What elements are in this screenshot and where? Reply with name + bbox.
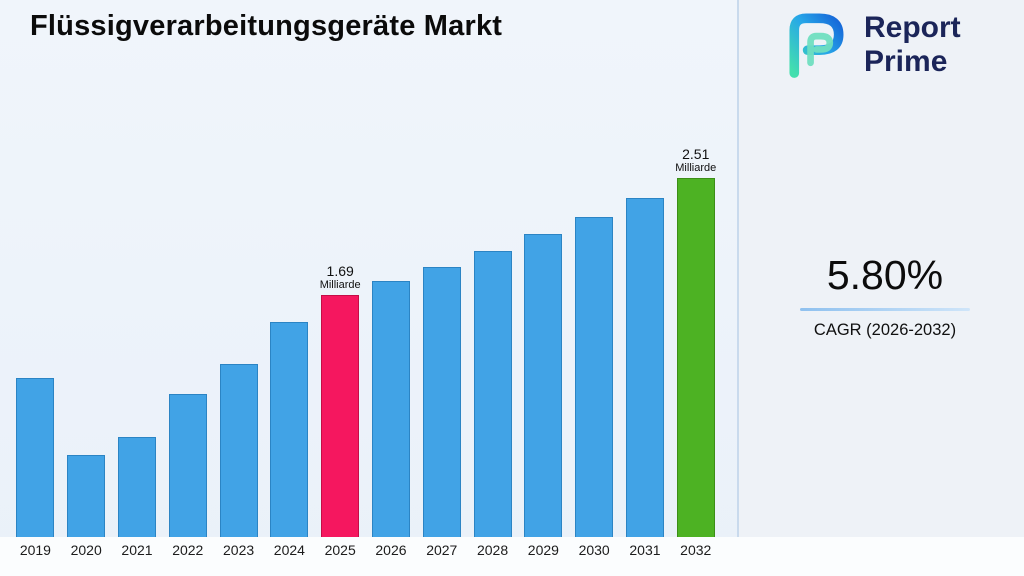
- x-tick-2031: 2031: [629, 542, 661, 558]
- x-tick-2023: 2023: [223, 542, 255, 558]
- x-tick-2022: 2022: [172, 542, 204, 558]
- bar-2024: [270, 322, 309, 537]
- right-panel: [737, 0, 1024, 576]
- report-prime-logo: Report Prime: [778, 8, 961, 82]
- logo-text-prime: Prime: [864, 45, 948, 78]
- bar-column-2027: 2027: [416, 128, 467, 563]
- report-prime-logo-icon: [789, 13, 844, 78]
- bar-2021: [117, 437, 156, 537]
- cagr-panel: 5.80% CAGR (2026-2032): [800, 252, 970, 340]
- bar-column-2022: 2022: [162, 128, 213, 563]
- bar-column-2025: 1.69 Milliarde 2025: [315, 128, 366, 563]
- x-tick-2025: 2025: [324, 542, 356, 558]
- x-tick-2032: 2032: [680, 542, 712, 558]
- bar-label-unit-2025: Milliarde: [319, 279, 361, 291]
- bar-label-unit-2032: Milliarde: [675, 162, 717, 174]
- bar-label-value-2025: 1.69: [326, 263, 354, 279]
- bar-2027: [422, 267, 461, 537]
- bar-2025: [321, 295, 360, 537]
- logo-text-report: Report: [864, 11, 961, 44]
- bar-2029: [524, 234, 563, 537]
- bar-2022: [168, 394, 207, 537]
- bar-column-2030: 2030: [569, 128, 620, 563]
- bar-column-2026: 2026: [366, 128, 417, 563]
- x-tick-2020: 2020: [70, 542, 102, 558]
- x-tick-2027: 2027: [426, 542, 458, 558]
- x-tick-2026: 2026: [375, 542, 407, 558]
- bar-column-2029: 2029: [518, 128, 569, 563]
- bar-label-2025: 1.69 Milliarde: [320, 263, 361, 291]
- x-tick-2028: 2028: [476, 542, 509, 558]
- bar-2028: [473, 251, 512, 537]
- bar-2026: [371, 281, 410, 537]
- bar-2030: [575, 217, 614, 537]
- logo-text: Report Prime: [864, 11, 961, 79]
- cagr-value: 5.80%: [826, 252, 944, 298]
- bar-column-2031: 2031: [620, 128, 671, 563]
- bar-column-2019: 2019: [10, 128, 61, 563]
- bar-column-2028: 2028: [467, 128, 518, 563]
- bar-column-2024: 2024: [264, 128, 315, 563]
- bar-column-2023: 2023: [213, 128, 264, 563]
- x-tick-2030: 2030: [578, 542, 610, 558]
- bottom-strip: [0, 537, 1024, 576]
- x-tick-2019: 2019: [19, 542, 51, 558]
- bar-column-2020: 2020: [61, 128, 112, 563]
- bar-chart: 2019 2020 2021 2022 2023 2024 1.69 Milliarde 202…: [10, 128, 724, 563]
- cagr-label: CAGR (2026-2032): [813, 321, 957, 339]
- bar-2019: [16, 378, 55, 537]
- x-tick-2024: 2024: [273, 542, 305, 558]
- page-title: Flüssigverarbeitungsgeräte Markt: [30, 10, 503, 42]
- bar-column-2021: 2021: [112, 128, 163, 563]
- bar-2031: [625, 198, 664, 537]
- x-tick-2021: 2021: [121, 542, 153, 558]
- bar-label-2032: 2.51 Milliarde: [675, 146, 716, 174]
- x-tick-2029: 2029: [527, 542, 559, 558]
- bar-2032: [676, 178, 715, 537]
- bar-2020: [67, 455, 106, 537]
- cagr-underline: [800, 308, 970, 311]
- bar-label-value-2032: 2.51: [682, 146, 710, 162]
- bar-2023: [219, 364, 258, 537]
- bar-column-2032: 2.51 Milliarde 2032: [670, 128, 721, 563]
